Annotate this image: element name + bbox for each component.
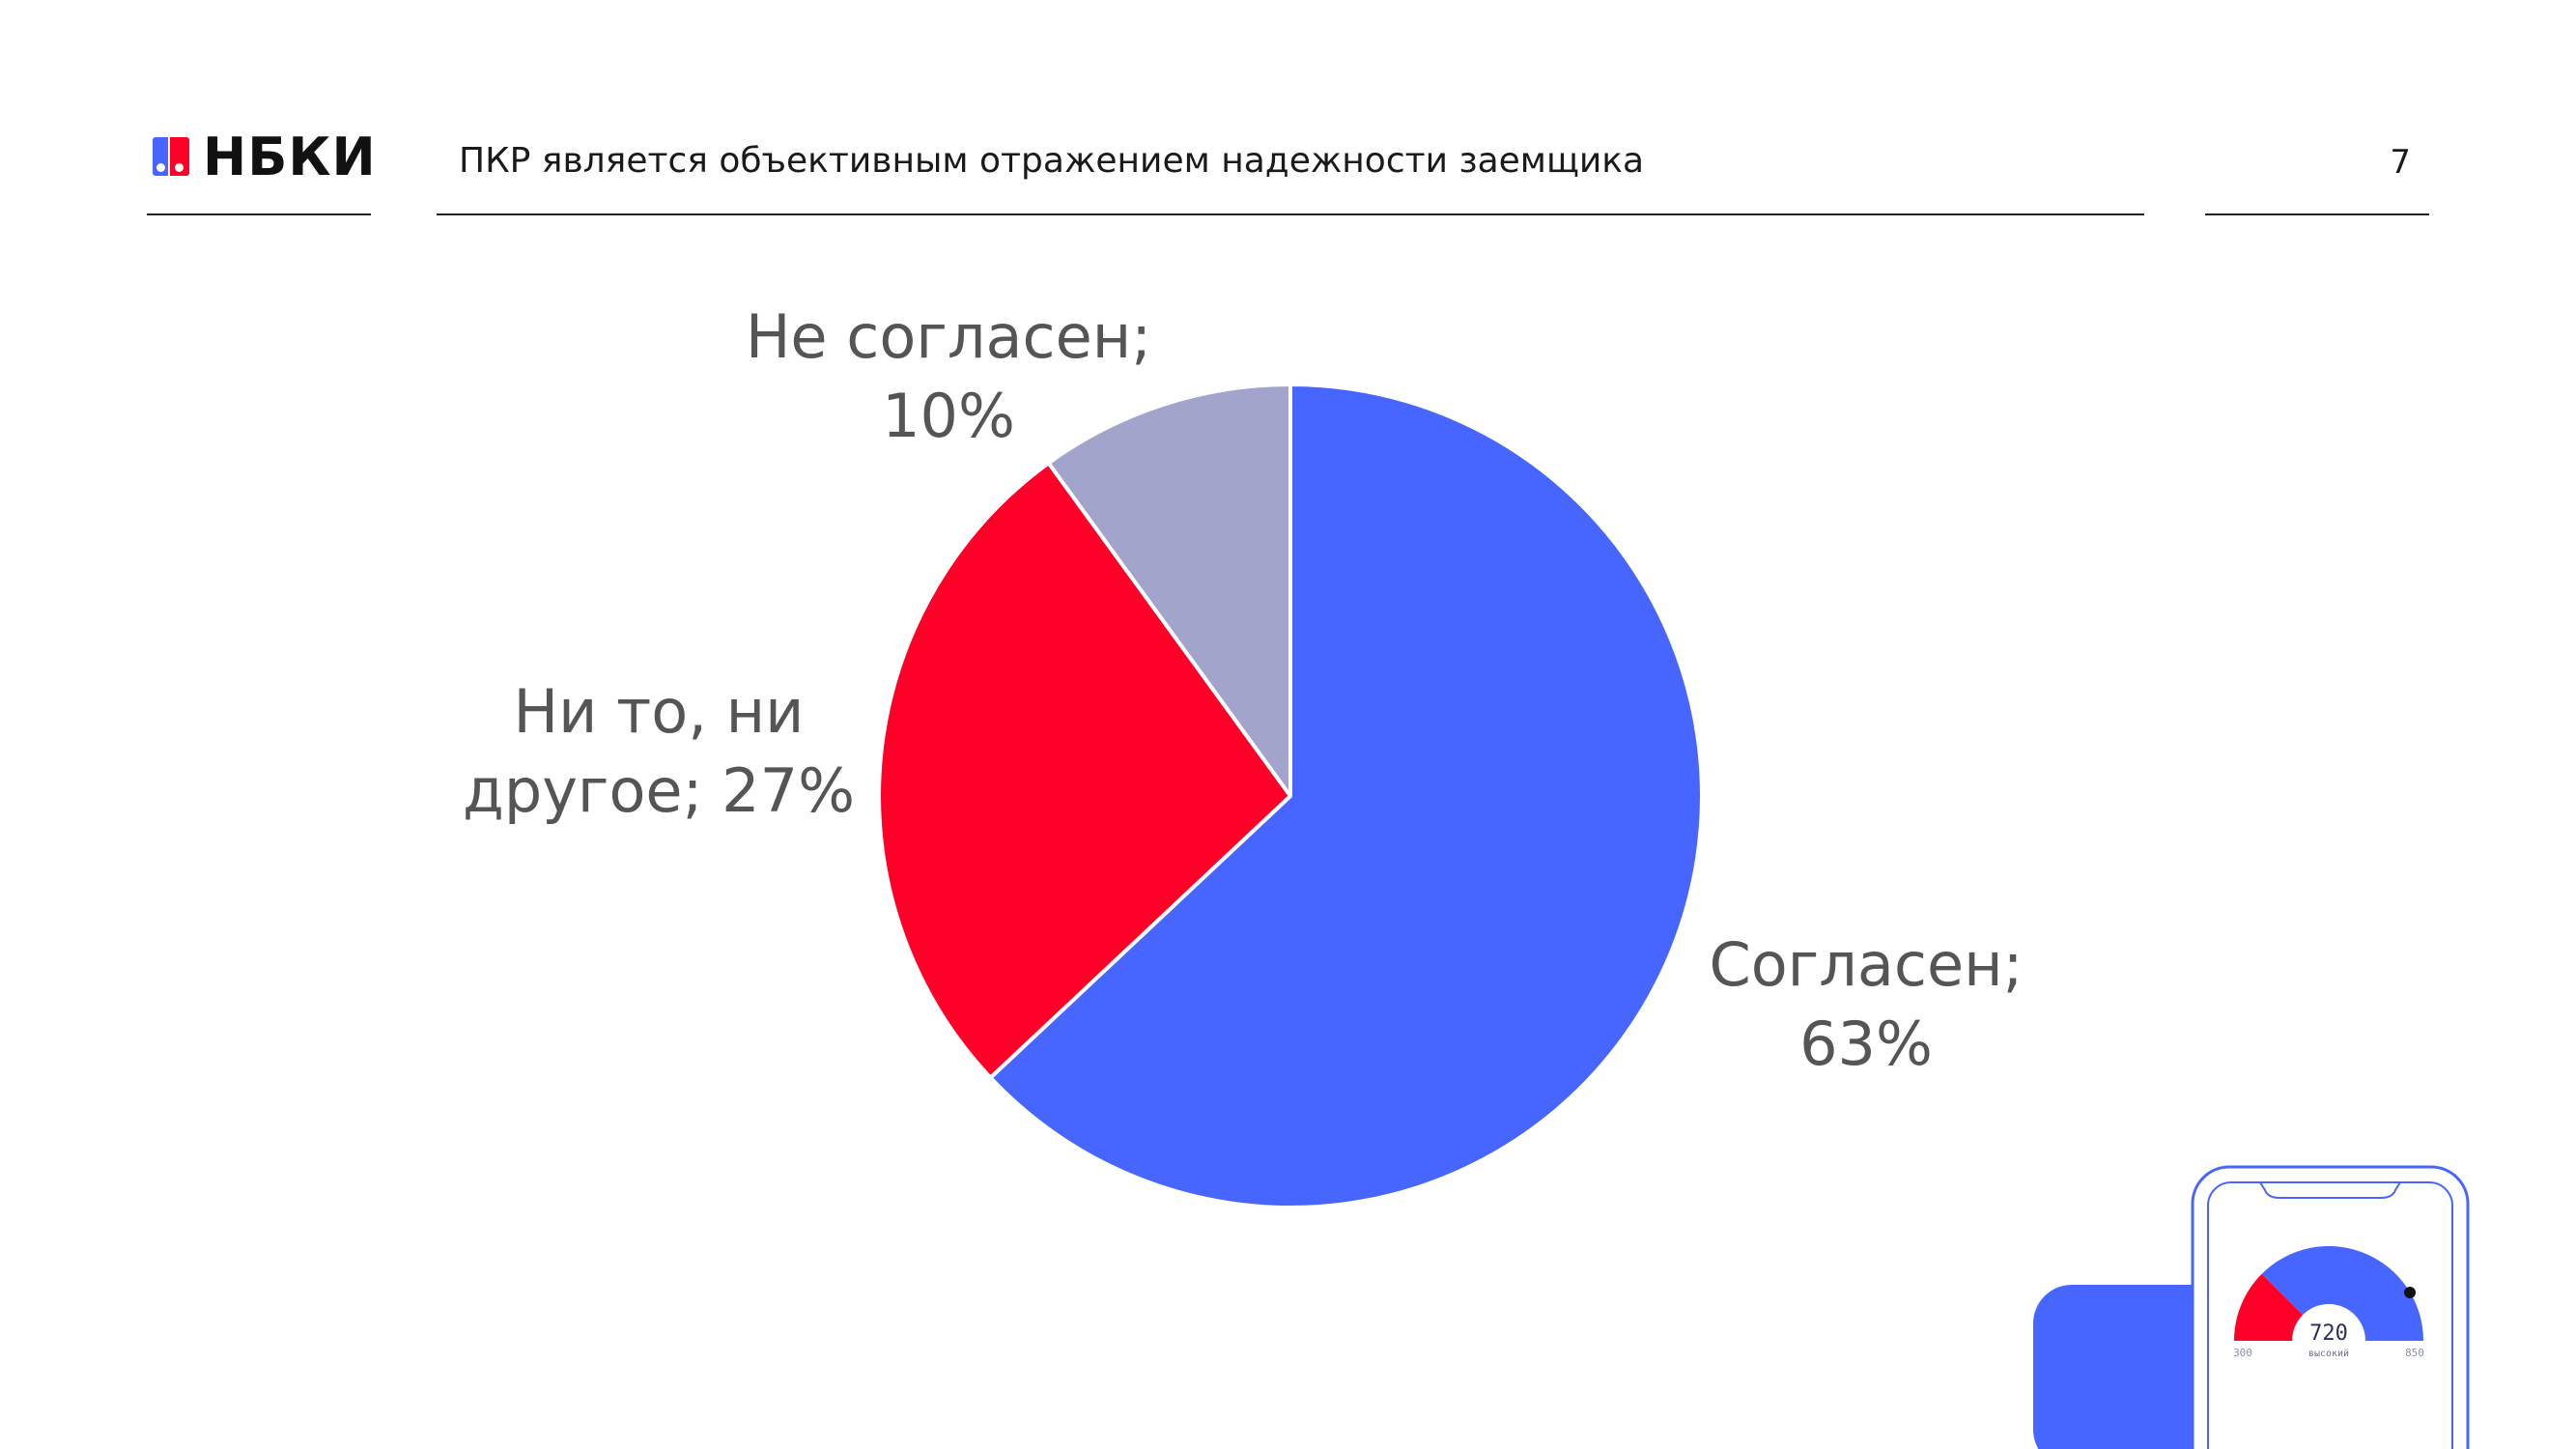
phone-notch: [2258, 1181, 2402, 1199]
header-divider-middle: [437, 213, 2144, 215]
pie-slice-3: [1046, 383, 1292, 798]
gauge-blue-arc: [2261, 1245, 2423, 1341]
gauge-center: [2292, 1304, 2365, 1378]
gauge-indicator-dot: [2404, 1287, 2416, 1298]
pie-labels: Согласен; 63% Ни то, ни другое; 27% Не согла…: [463, 301, 2024, 1079]
pie-slice-1: [988, 383, 1704, 1209]
nbki-logo: НБКИ: [153, 126, 377, 187]
gauge-caption: высокий: [2308, 1348, 2349, 1359]
logo-icon: [153, 137, 189, 176]
phone-illustration: 720 высокий 300 850: [2033, 1165, 2470, 1449]
slide-title: ПКР является объективным отражением наде…: [459, 141, 1645, 181]
gauge-min-label: 300: [2233, 1347, 2252, 1359]
header-divider-left: [147, 213, 371, 215]
pie-slices: [877, 383, 1704, 1209]
slice-label-1: Согласен; 63%: [1709, 929, 2023, 1079]
header-divider-right: [2205, 213, 2429, 215]
slice-label-2: Ни то, ни другое; 27%: [463, 676, 855, 826]
gauge-score: 720: [2309, 1321, 2348, 1346]
logo-text: НБКИ: [203, 126, 377, 187]
page-number: 7: [2390, 143, 2411, 182]
pie-slice-2: [877, 461, 1292, 1080]
gauge-max-label: 850: [2405, 1347, 2424, 1359]
slice-label-3: Не согласен; 10%: [746, 301, 1151, 451]
